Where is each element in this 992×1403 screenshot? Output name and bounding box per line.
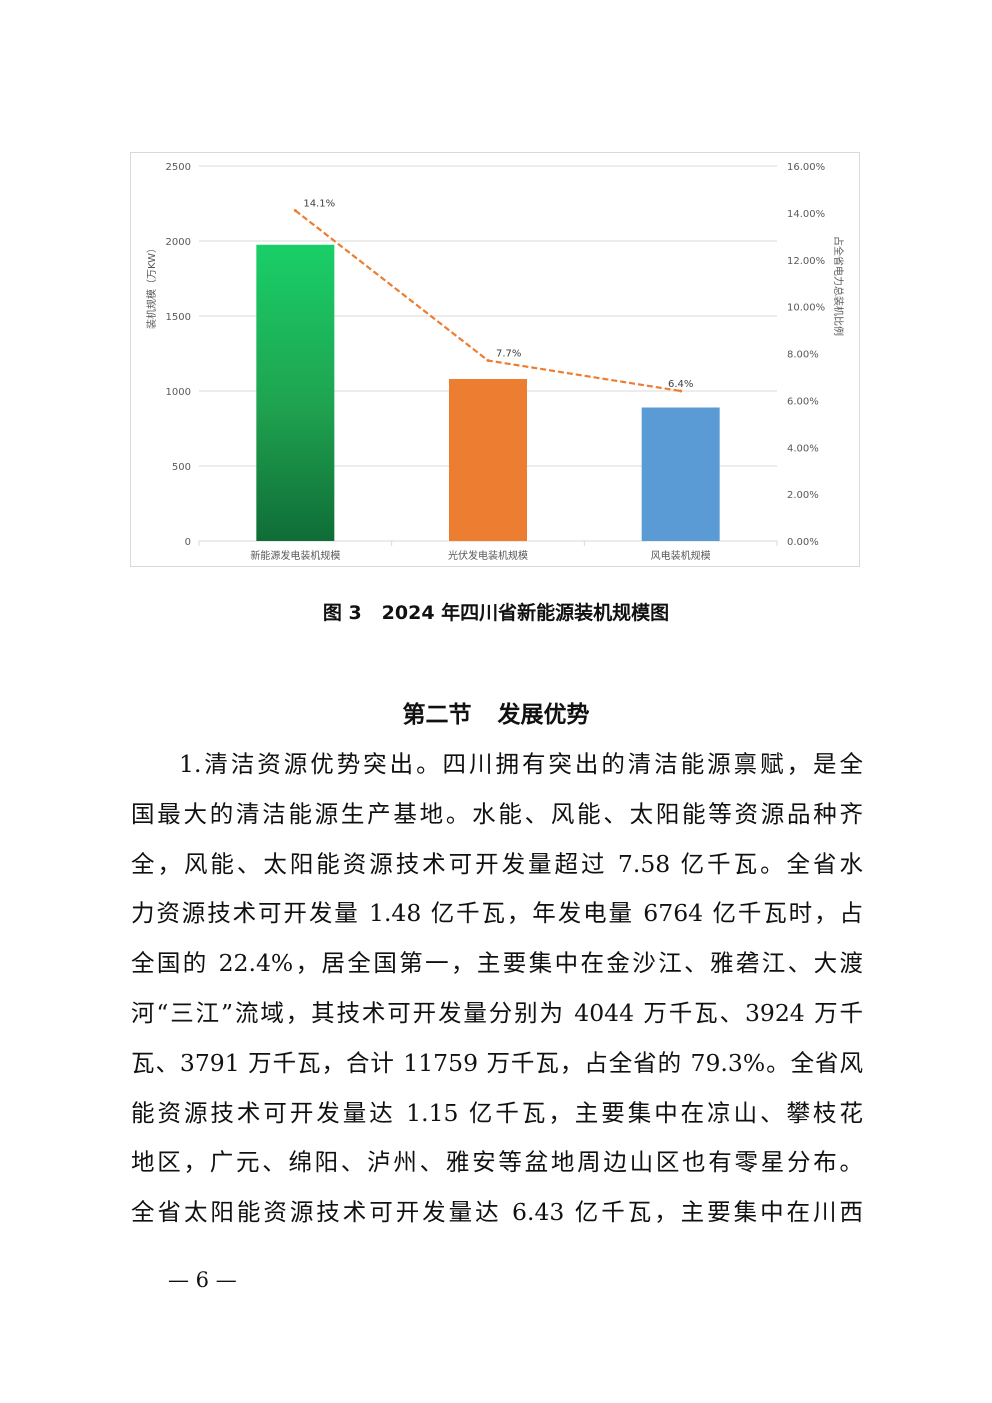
y2-tick-label: 6.00% bbox=[787, 396, 819, 407]
ratio-point bbox=[679, 389, 683, 393]
y-tick-label: 2000 bbox=[166, 237, 191, 248]
ratio-line bbox=[294, 209, 681, 393]
installed-capacity-chart: 0 500 1000 1500 2000 2500 0.00% 2.00% 4.00% 6.00%… bbox=[145, 162, 845, 562]
ratio-point bbox=[293, 209, 297, 213]
y2-tick-label: 12.00% bbox=[787, 256, 825, 267]
body-line: 全国的 22.4%，居全国第一，主要集中在金沙江、雅砻江、大渡 bbox=[131, 949, 863, 978]
y-tick-label: 1500 bbox=[166, 312, 191, 323]
ratio-point bbox=[486, 359, 490, 363]
figure-title: 2024 年四川省新能源装机规模图 bbox=[381, 602, 670, 624]
chart-frame: 0 500 1000 1500 2000 2500 0.00% 2.00% 4.00% 6.00%… bbox=[130, 152, 860, 567]
y2-axis-title: 占全省电力总装机比例 bbox=[832, 236, 845, 336]
y-tick-label: 1000 bbox=[166, 387, 191, 398]
bar bbox=[449, 379, 527, 541]
page-number: — 6 — bbox=[168, 1268, 237, 1292]
x-category-label: 风电装机规模 bbox=[651, 549, 711, 562]
body-paragraph: 1.清洁资源优势突出。四川拥有突出的清洁能源禀赋，是全 国最大的清洁能源生产基地… bbox=[131, 740, 863, 1238]
y2-tick-label: 8.00% bbox=[787, 350, 819, 361]
x-category-label: 光伏发电装机规模 bbox=[448, 549, 528, 562]
ratio-data-label: 14.1% bbox=[303, 199, 335, 210]
ratio-data-label: 7.7% bbox=[496, 349, 521, 360]
y-axis-title: 装机规模（万KW） bbox=[145, 243, 158, 329]
body-line: 国最大的清洁能源生产基地。水能、风能、太阳能等资源品种齐 bbox=[131, 799, 863, 828]
body-line: 河“三江”流域，其技术可开发量分别为 4044 万千瓦、3924 万千 bbox=[131, 998, 863, 1027]
body-line: 1.清洁资源优势突出。四川拥有突出的清洁能源禀赋，是全 bbox=[179, 750, 863, 778]
section-title: 发展优势 bbox=[497, 702, 590, 728]
y2-tick-label: 14.00% bbox=[787, 209, 825, 220]
ratio-data-label: 6.4% bbox=[668, 379, 693, 390]
y-tick-label: 0 bbox=[185, 537, 191, 548]
y2-tick-label: 0.00% bbox=[787, 537, 819, 548]
bar bbox=[641, 407, 720, 541]
body-line: 全省太阳能资源技术可开发量达 6.43 亿千瓦，主要集中在川西 bbox=[131, 1198, 863, 1227]
body-line: 力资源技术可开发量 1.48 亿千瓦，年发电量 6764 亿千瓦时，占 bbox=[131, 899, 863, 928]
body-line: 瓦、3791 万千瓦，合计 11759 万千瓦，占全省的 79.3%。全省风 bbox=[131, 1048, 863, 1077]
y-tick-label: 2500 bbox=[166, 162, 191, 173]
body-line: 能资源技术可开发量达 1.15 亿千瓦，主要集中在凉山、攀枝花 bbox=[131, 1098, 863, 1127]
section-number: 第二节 bbox=[402, 702, 472, 728]
body-line: 地区，广元、绵阳、泸州、雅安等盆地周边山区也有零星分布。 bbox=[131, 1148, 863, 1177]
x-category-label: 新能源发电装机规模 bbox=[250, 549, 340, 562]
y-tick-label: 500 bbox=[172, 462, 191, 473]
y2-tick-label: 4.00% bbox=[787, 443, 819, 454]
y2-tick-label: 2.00% bbox=[787, 490, 819, 501]
y2-tick-label: 10.00% bbox=[787, 303, 825, 314]
y2-tick-label: 16.00% bbox=[787, 162, 825, 173]
figure-number: 图 3 bbox=[322, 602, 362, 624]
figure-caption: 图 3 2024 年四川省新能源装机规模图 bbox=[0, 598, 992, 625]
section-heading: 第二节 发展优势 bbox=[0, 695, 992, 729]
bar bbox=[256, 244, 335, 541]
body-line: 全，风能、太阳能资源技术可开发量超过 7.58 亿千瓦。全省水 bbox=[131, 849, 863, 878]
